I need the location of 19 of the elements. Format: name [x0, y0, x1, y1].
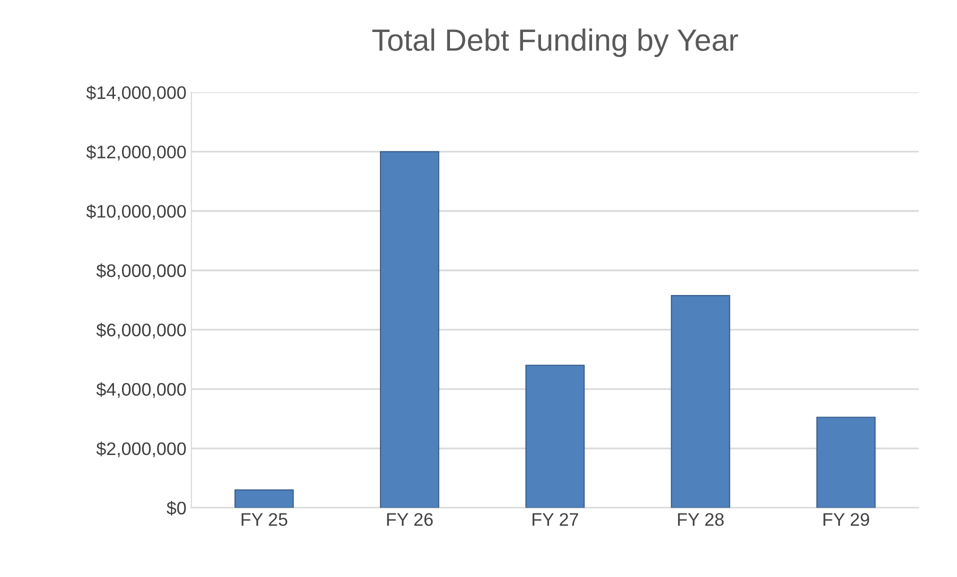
- x-tick-label: FY 29: [824, 513, 870, 526]
- y-tick-label: $14,000,000: [86, 85, 186, 102]
- x-tick-label: FY 27: [532, 513, 578, 526]
- x-tick-label: FY 28: [678, 513, 724, 526]
- chart-title: Total Debt Funding by Year: [372, 28, 738, 57]
- bar: [380, 151, 440, 508]
- y-tick-label: $0: [166, 500, 186, 516]
- bar: [816, 416, 876, 508]
- y-tick-label: $12,000,000: [86, 144, 186, 161]
- x-tick-label: FY 26: [387, 513, 433, 526]
- y-tick-label: $2,000,000: [96, 442, 186, 458]
- y-tick-label: $10,000,000: [86, 204, 186, 220]
- y-tick-label: $4,000,000: [96, 382, 186, 398]
- x-tick-label: FY 25: [242, 513, 288, 526]
- y-tick-label: $8,000,000: [96, 264, 186, 280]
- bar: [525, 364, 585, 508]
- bar: [234, 489, 294, 508]
- bar: [670, 295, 730, 508]
- y-tick-label: $6,000,000: [96, 322, 186, 339]
